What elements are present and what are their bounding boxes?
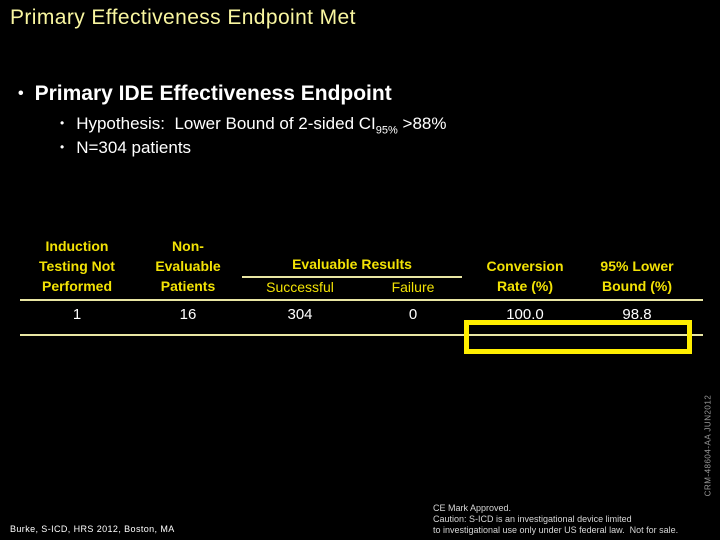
header-line: Rate (%)	[496, 278, 553, 294]
header-line: 95% Lower	[600, 258, 674, 274]
table-bottom-rule	[20, 334, 703, 336]
header-line: Testing Not	[39, 258, 115, 274]
column-header-non-evaluable: Non- Evaluable Patients	[138, 236, 238, 296]
regulatory-note: CE Mark Approved. Caution: S-ICD is an i…	[433, 503, 678, 536]
table-cell-failure: 0	[408, 306, 418, 323]
slide-title: Primary Effectiveness Endpoint Met	[10, 6, 356, 29]
citation: Burke, S-ICD, HRS 2012, Boston, MA	[10, 524, 175, 534]
bullet-main-label: Primary IDE Effectiveness Endpoint	[34, 82, 392, 105]
table-cell-successful: 304	[287, 306, 313, 323]
evaluable-results-underline	[242, 276, 462, 278]
bullet-icon: •	[18, 85, 24, 102]
column-header-evaluable-results: Evaluable Results	[292, 256, 412, 272]
result-highlight-box	[464, 320, 692, 354]
table-cell-lower-bound: 98.8	[622, 306, 652, 323]
header-line: Non-	[172, 238, 204, 254]
bullet-main: • Primary IDE Effectiveness Endpoint	[18, 82, 392, 106]
regulatory-line: CE Mark Approved.	[433, 503, 512, 513]
header-line: Patients	[160, 278, 216, 294]
hypothesis-text: Hypothesis: Lower Bound of 2-sided CI	[76, 114, 376, 133]
regulatory-line: to investigational use only under US fed…	[433, 525, 679, 535]
header-line: Induction	[45, 238, 109, 254]
bullet-icon: •	[60, 116, 65, 130]
column-header-failure: Failure	[391, 279, 435, 295]
hypothesis-subscript: 95%	[375, 124, 398, 137]
column-header-conversion-rate: Conversion Rate (%)	[470, 256, 580, 296]
hypothesis-threshold: >88%	[397, 114, 447, 133]
table-cell-non-evaluable: 16	[179, 306, 197, 323]
bullet-sample-size-label: N=304 patients	[76, 138, 192, 157]
table-header-rule	[20, 299, 703, 301]
bullet-icon: •	[60, 140, 65, 154]
regulatory-line: Caution: S-ICD is an investigational dev…	[433, 514, 632, 524]
header-line: Bound (%)	[602, 278, 672, 294]
column-header-successful: Successful	[266, 279, 334, 295]
header-line: Evaluable	[155, 258, 221, 274]
header-line: Performed	[41, 278, 113, 294]
column-header-induction-testing: Induction Testing Not Performed	[17, 236, 137, 296]
table-cell-induction-not-performed: 1	[72, 306, 82, 323]
column-header-lower-bound: 95% Lower Bound (%)	[582, 256, 692, 296]
table-cell-conversion-rate: 100.0	[506, 306, 544, 323]
bullet-hypothesis-label: Hypothesis: Lower Bound of 2-sided CI95%…	[76, 114, 446, 136]
document-id-vertical: CRM-48604-AA JUN2012	[703, 394, 713, 497]
bullet-sample-size: • N=304 patients	[60, 138, 191, 158]
bullet-hypothesis: • Hypothesis: Lower Bound of 2-sided CI9…	[60, 114, 446, 136]
header-line: Conversion	[486, 258, 564, 274]
